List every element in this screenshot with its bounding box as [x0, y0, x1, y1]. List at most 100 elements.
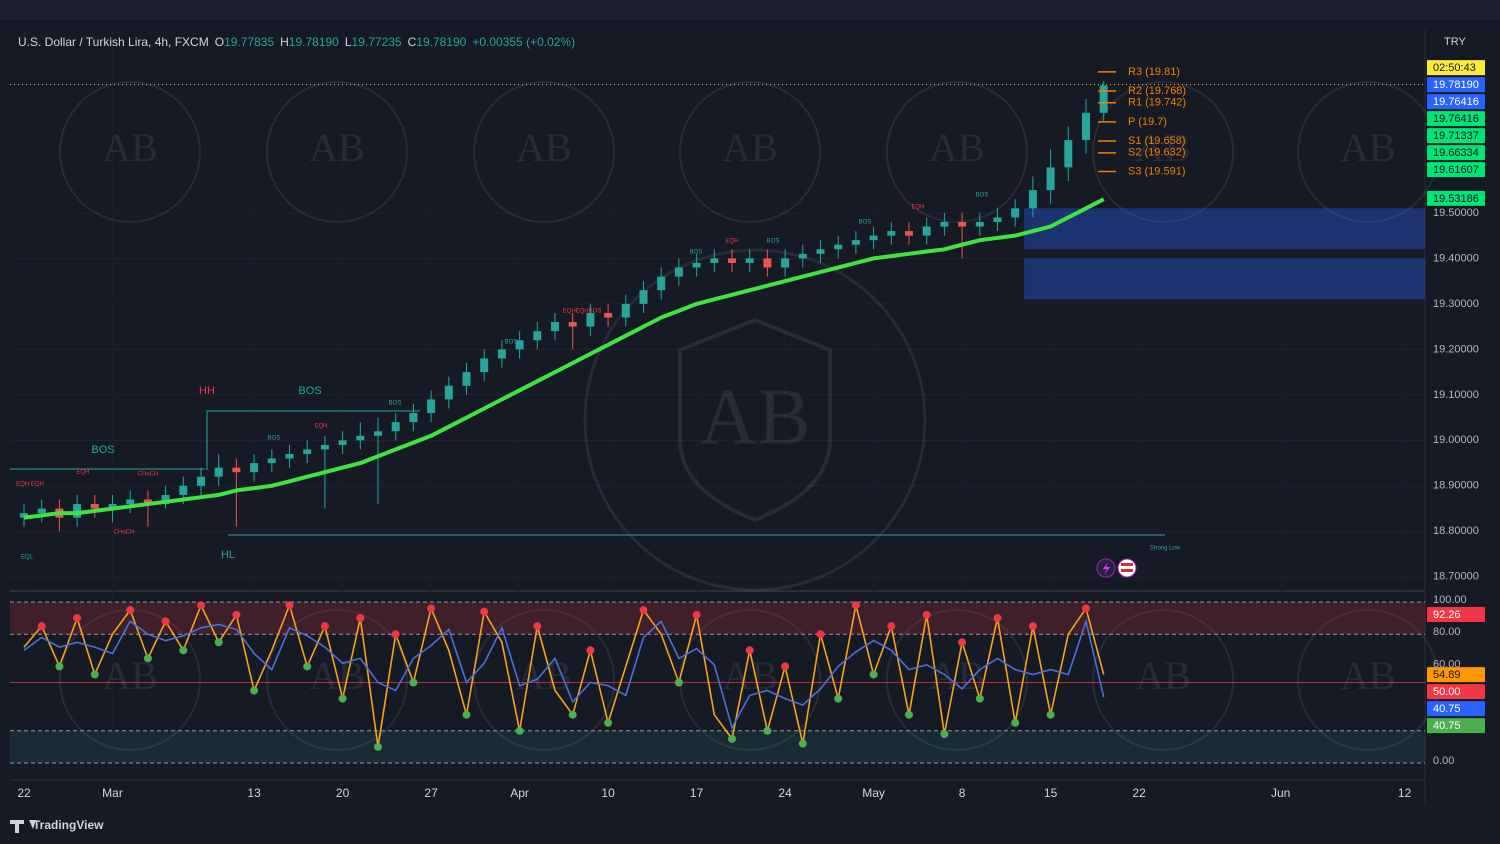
candles — [20, 80, 1108, 532]
peak-dot — [1028, 622, 1037, 631]
price-badge — [1427, 701, 1485, 717]
change: +0.00355 (+0.02%) — [472, 35, 575, 49]
peak-dot — [126, 606, 135, 615]
trough-dot — [250, 686, 259, 695]
candle-body — [869, 235, 878, 241]
candle-body — [303, 449, 312, 454]
candle-body — [214, 467, 223, 477]
watermark-text: AB — [1340, 125, 1396, 170]
currency-label: TRY — [1444, 36, 1466, 48]
candle-body — [161, 494, 170, 505]
watermark-text: AB — [1340, 653, 1396, 698]
candle-body — [692, 262, 701, 268]
structure-label: HL — [221, 549, 235, 561]
ohlc-key: C — [408, 35, 417, 49]
candle-body — [285, 453, 294, 459]
candle-body — [674, 267, 683, 277]
peak-dot — [533, 622, 542, 631]
candle-body — [887, 231, 896, 236]
us-flag-icon[interactable] — [1117, 558, 1137, 578]
candle-body — [108, 504, 117, 509]
trough-dot — [975, 694, 984, 703]
grid — [10, 30, 1425, 763]
candle-body — [816, 249, 825, 254]
osc-tick-label: 0.00 — [1433, 755, 1454, 767]
candle-body — [993, 217, 1002, 222]
peak-dot — [480, 607, 489, 616]
trough-dot — [303, 662, 312, 671]
candle-body — [604, 312, 613, 318]
trough-dot — [727, 734, 736, 743]
peak-dot — [851, 601, 860, 610]
price-badge — [1427, 190, 1485, 206]
candle-body — [515, 340, 524, 350]
ohlc-key: L — [345, 35, 352, 49]
watermark-ring — [886, 81, 1028, 223]
trough-dot — [214, 638, 223, 647]
peak-dot — [922, 610, 931, 619]
peak-dot — [993, 614, 1002, 623]
countdown-badge — [1427, 60, 1485, 76]
candle-body — [90, 504, 99, 509]
structure-label: EQH — [725, 239, 738, 245]
candle-body — [639, 290, 648, 304]
y-tick-label: 18.70000 — [1433, 571, 1479, 583]
candle-body — [657, 276, 666, 291]
candle-body — [798, 253, 807, 259]
x-tick-label: 24 — [778, 786, 792, 800]
candle-body — [851, 240, 860, 245]
pivot-label: R3 (19.81) — [1128, 66, 1180, 78]
candle-body — [250, 463, 259, 473]
candle-body — [126, 499, 135, 505]
symbol: U.S. Dollar / Turkish Lira, 4h, FXCM — [18, 35, 209, 49]
ohlc-key: H — [280, 35, 289, 49]
trough-dot — [515, 726, 524, 735]
overlay: R3 (19.81) R2 (19.768)R1 (19.742) P (19.7)… — [10, 66, 1425, 561]
structure-label: CHoCH — [114, 530, 135, 536]
structure-label: BOS — [268, 436, 281, 442]
structure-label: EQH — [76, 470, 89, 476]
structure-label: EQL — [21, 555, 34, 561]
trough-dot — [143, 654, 152, 663]
peak-dot — [692, 610, 701, 619]
x-tick-label: 12 — [1398, 786, 1412, 800]
watermark-ring — [473, 81, 615, 223]
watermark-shield — [678, 317, 832, 523]
price-badge-label: 19.76416 — [1433, 113, 1479, 125]
peak-dot — [887, 622, 896, 631]
price-badge-label: 50.00 — [1433, 686, 1461, 698]
trough-dot — [338, 694, 347, 703]
peak-dot — [73, 614, 82, 623]
trough-dot — [1011, 718, 1020, 727]
structure-label: CHoCH — [138, 472, 159, 478]
flag-stripe — [1121, 569, 1133, 572]
watermark-text: AB — [1135, 125, 1191, 170]
price-badge-label: 19.78190 — [1433, 79, 1479, 91]
x-tick-label: 22 — [1132, 786, 1146, 800]
oscillator — [10, 601, 1425, 764]
x-tick-label: 10 — [601, 786, 615, 800]
tv-logo — [10, 820, 36, 833]
moving-average — [23, 197, 1105, 520]
peak-dot — [285, 601, 294, 610]
structure-label: BOS — [859, 220, 872, 226]
candle-body — [763, 258, 772, 268]
watermark-ring — [473, 609, 615, 751]
ohlc-value: 19.77235 — [352, 35, 402, 49]
structure-label: BOS — [505, 340, 518, 346]
event-icon-bolt — [1103, 562, 1110, 575]
trough-dot — [179, 646, 188, 655]
trough-dot — [462, 710, 471, 719]
structure-label: HH — [199, 385, 215, 397]
candle-body — [568, 322, 577, 327]
pivot-label: R1 (19.742) — [1128, 97, 1186, 109]
candle-body — [232, 467, 241, 473]
y-tick-label: 19.50000 — [1433, 207, 1479, 219]
x-tick-label: Mar — [102, 786, 123, 800]
watermark-ring — [679, 81, 821, 223]
structure-label: BOS — [767, 239, 780, 245]
structure-label: BOS — [298, 385, 321, 397]
structure-label: BOS — [976, 193, 989, 199]
structure-label: EQH EQH — [16, 482, 44, 488]
candle-body — [550, 322, 559, 332]
